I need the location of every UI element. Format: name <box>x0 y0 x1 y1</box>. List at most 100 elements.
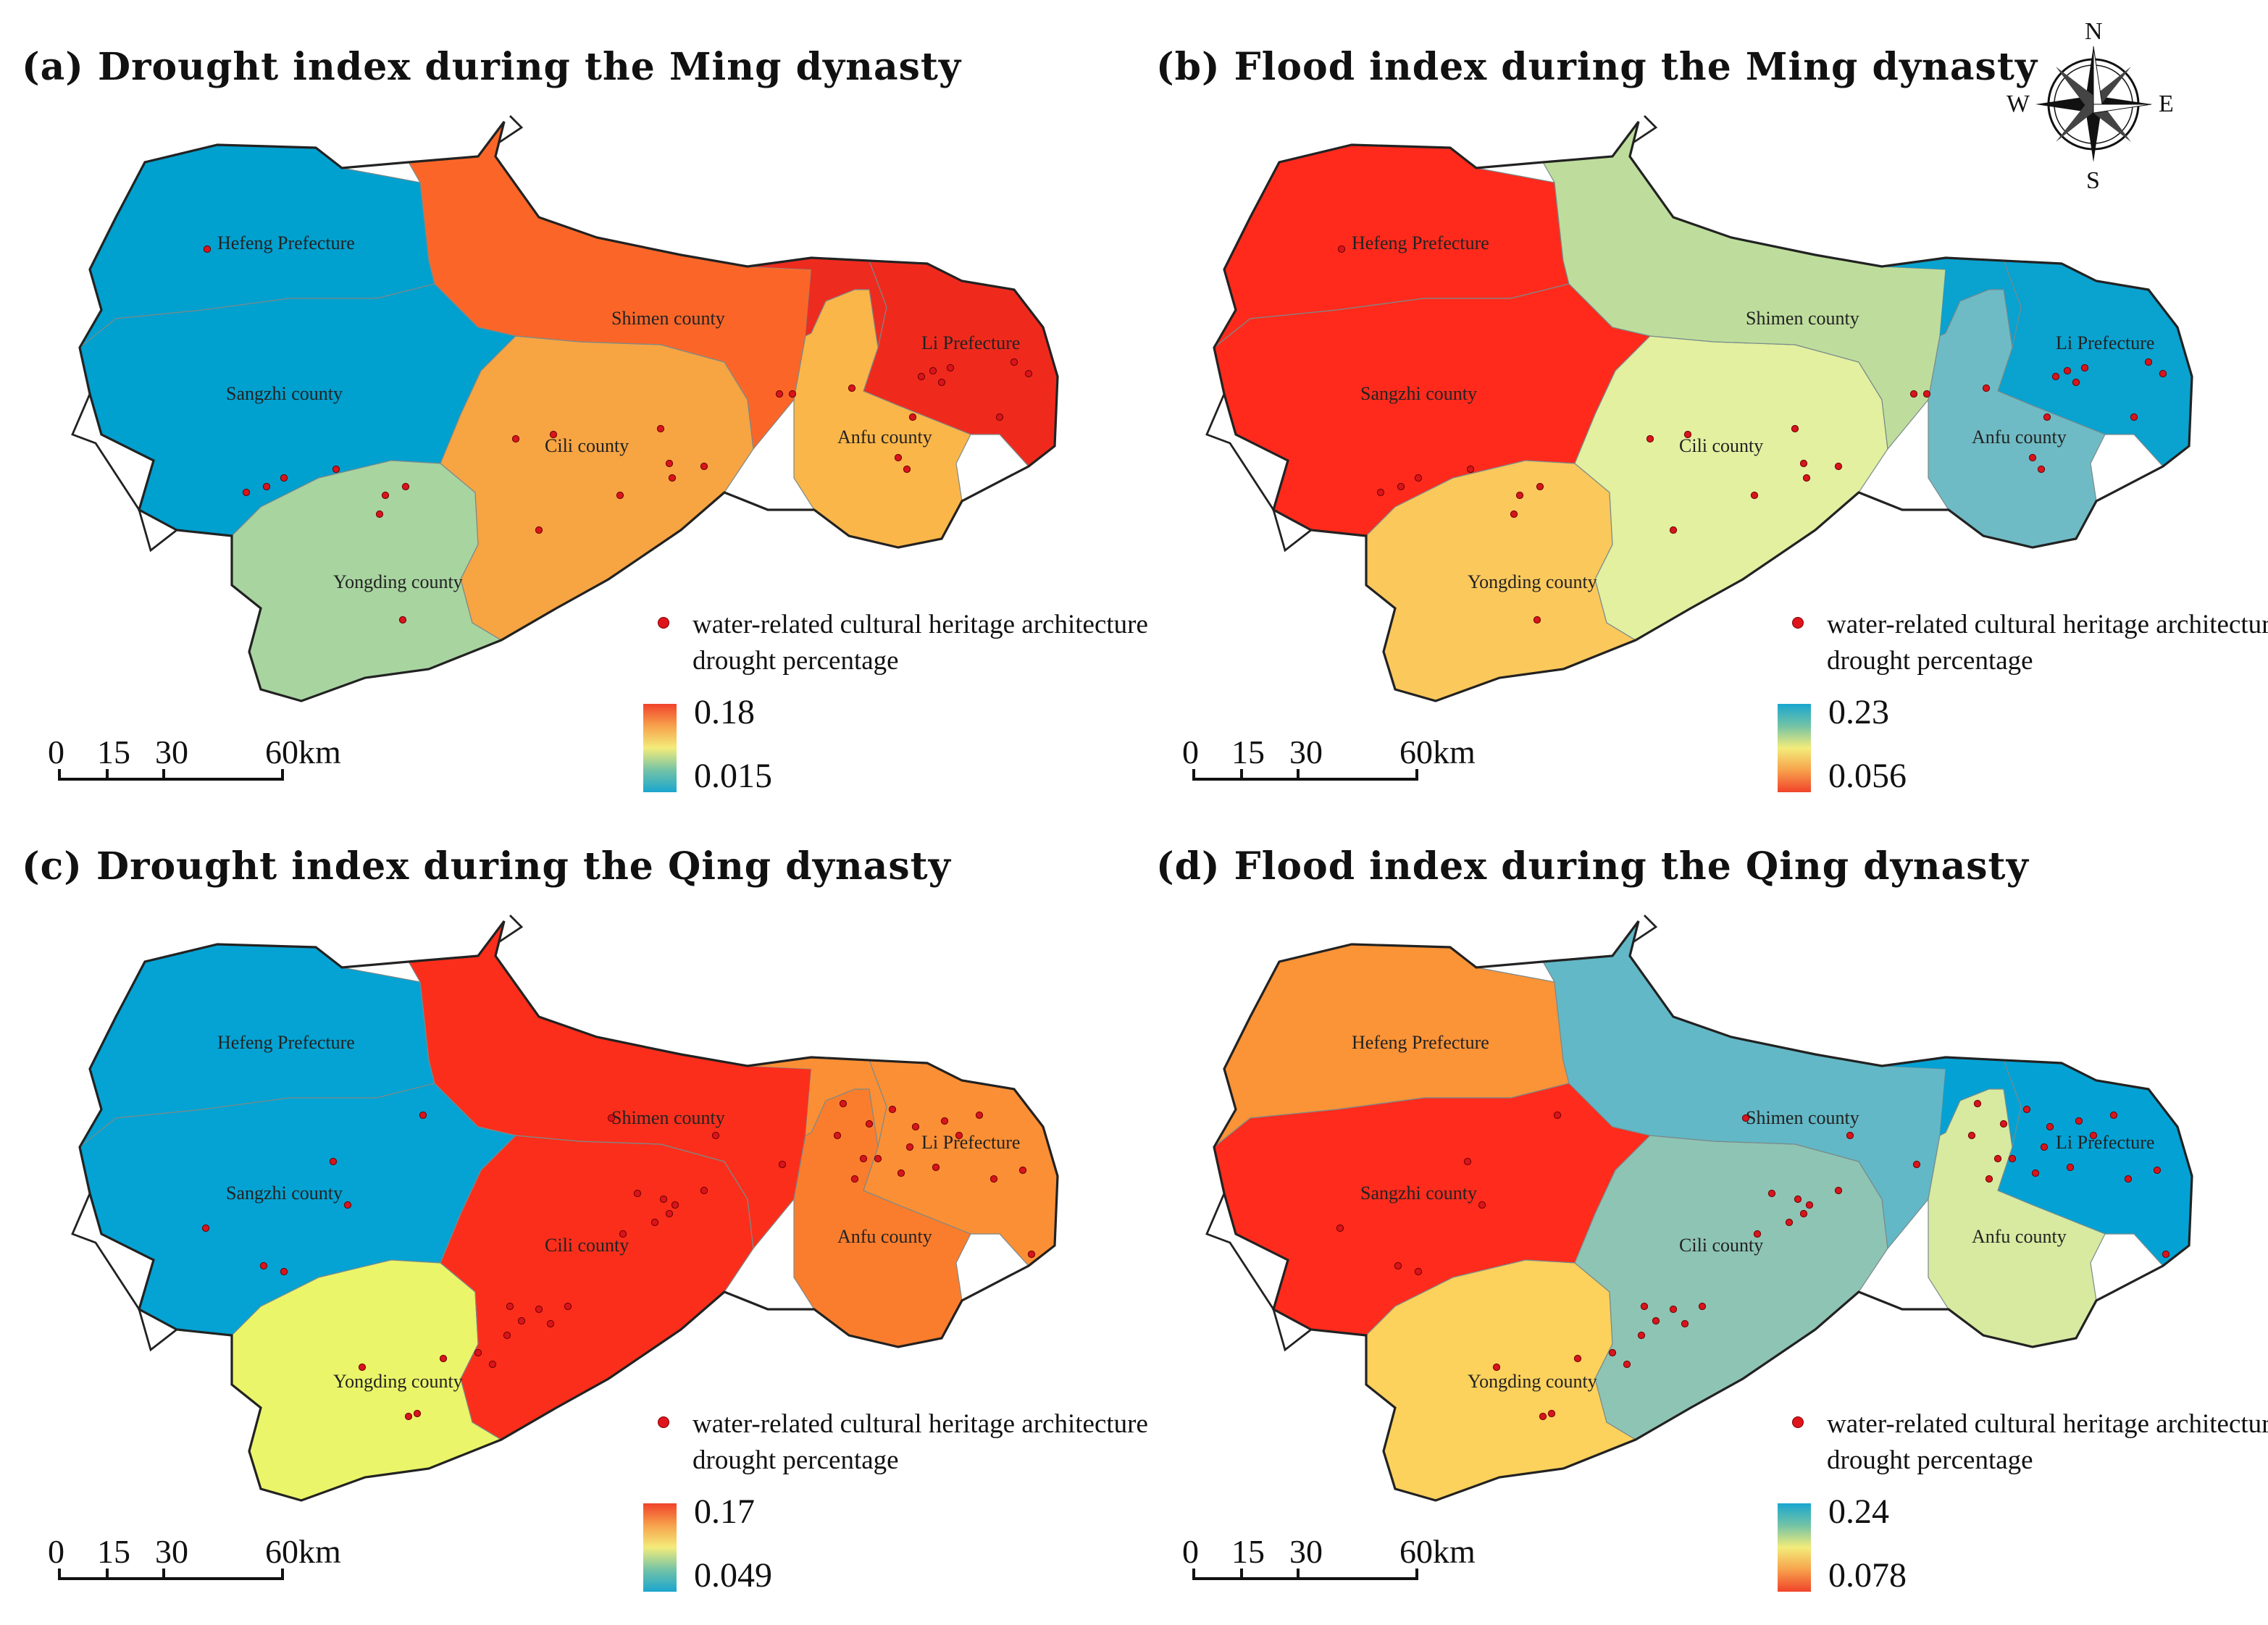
legend-min-value: 0.056 <box>1828 757 1907 795</box>
heritage-point <box>1510 510 1518 518</box>
legend-dot-icon <box>658 617 669 629</box>
legend-dot-icon <box>658 1416 669 1428</box>
heritage-point <box>506 1302 514 1311</box>
heritage-point <box>929 366 937 375</box>
region-label-cili: Cili county <box>545 1235 629 1256</box>
heritage-point <box>2037 465 2046 474</box>
heritage-point <box>1967 1131 1976 1140</box>
region-label-sangzhi: Sangzhi county <box>1360 1183 1477 1204</box>
compass-w: W <box>2007 91 2030 117</box>
heritage-point <box>905 1143 914 1151</box>
heritage-point <box>503 1331 511 1340</box>
legend-min-value: 0.078 <box>1828 1556 1907 1595</box>
region-label-anfu: Anfu county <box>1972 1226 2067 1247</box>
heritage-point <box>1027 1250 1036 1259</box>
heritage-point <box>1805 1201 1814 1209</box>
region-cili <box>1574 1135 1888 1440</box>
map-panel-b: (b) Flood index during the Ming dynasty H… <box>1134 0 2268 812</box>
heritage-point <box>940 1117 949 1125</box>
region-map: Hefeng Prefecture Sangzhi county Yongding … <box>1205 115 2193 702</box>
region-label-cili: Cili county <box>1679 1235 1763 1256</box>
heritage-point <box>1794 1195 1802 1204</box>
scale-tick <box>1240 1569 1243 1580</box>
heritage-point <box>937 378 946 387</box>
scale-label-t0: 0 <box>1182 734 1199 770</box>
map-outline <box>1858 1290 1949 1311</box>
heritage-point <box>2144 358 2153 366</box>
scale-tick <box>162 1569 165 1580</box>
legend-dot-icon <box>1792 617 1804 629</box>
heritage-point <box>848 384 856 392</box>
scale-label-t3: 60km <box>265 1533 341 1570</box>
heritage-point <box>616 491 624 500</box>
heritage-point <box>975 1111 984 1120</box>
heritage-point <box>1993 1154 2002 1163</box>
heritage-point <box>711 1131 720 1140</box>
map-boundary <box>78 121 1059 702</box>
heritage-point <box>280 1267 288 1276</box>
region-cili <box>440 335 754 641</box>
region-label-sangzhi: Sangzhi county <box>226 1183 343 1204</box>
region-label-shimen: Shimen county <box>1746 1107 1859 1128</box>
scale-tick <box>1192 769 1195 781</box>
heritage-point <box>2075 1117 2083 1125</box>
scale-tick <box>58 1569 61 1580</box>
scale-label-t1: 15 <box>97 1533 130 1570</box>
scale-tick <box>162 769 165 781</box>
heritage-point <box>1669 1305 1678 1314</box>
heritage-point <box>1909 390 1918 398</box>
heritage-point <box>2109 1111 2118 1120</box>
scale-tick <box>1415 769 1418 781</box>
heritage-point <box>932 1163 940 1172</box>
heritage-point <box>1478 1201 1486 1209</box>
region-label-li: Li Prefecture <box>921 332 1020 353</box>
heritage-point <box>280 474 288 482</box>
heritage-point <box>2089 1131 2098 1140</box>
panel-title: (a) Drought index during the Ming dynast… <box>22 45 962 89</box>
heritage-point <box>511 434 520 443</box>
heritage-point <box>1683 430 1692 439</box>
heritage-point <box>917 372 926 381</box>
scale-label-t3: 60km <box>265 734 341 770</box>
legend-max-value: 0.23 <box>1828 693 1889 731</box>
heritage-point <box>1553 1111 1562 1120</box>
region-label-yongding: Yongding county <box>333 571 463 592</box>
legend-max-value: 0.17 <box>694 1492 755 1531</box>
heritage-point <box>2153 1166 2162 1175</box>
heritage-point <box>242 488 251 497</box>
region-label-shimen: Shimen county <box>611 308 725 329</box>
heritage-point <box>671 1201 679 1209</box>
panel-title: (c) Drought index during the Qing dynast… <box>22 844 951 889</box>
heritage-point <box>1397 482 1405 491</box>
map-outline <box>1205 393 1312 553</box>
heritage-point <box>1573 1354 1582 1363</box>
region-label-li: Li Prefecture <box>2056 332 2154 353</box>
region-label-li: Li Prefecture <box>921 1132 1020 1153</box>
map-outline <box>1858 491 1949 511</box>
heritage-point <box>894 453 903 462</box>
region-label-cili: Cili county <box>1679 435 1763 456</box>
heritage-point <box>564 1302 572 1311</box>
heritage-point <box>1018 1166 1027 1175</box>
heritage-point <box>201 1224 210 1233</box>
heritage-point <box>2066 1163 2075 1172</box>
map-panel-a: (a) Drought index during the Ming dynast… <box>0 0 1148 812</box>
heritage-point <box>401 482 410 491</box>
scale-tick <box>1297 769 1300 781</box>
heritage-point <box>1024 369 1033 378</box>
heritage-point <box>897 1169 905 1177</box>
heritage-point <box>1515 491 1524 500</box>
legend-max-value: 0.24 <box>1828 1492 1889 1531</box>
map-outline <box>724 1290 814 1311</box>
heritage-point <box>1750 491 1759 500</box>
heritage-point <box>2008 1154 2017 1163</box>
color-ramp-legend <box>643 704 677 792</box>
scale-label-t0: 0 <box>1182 1533 1199 1570</box>
map-panel-c: (c) Drought index during the Qing dynast… <box>0 799 1148 1612</box>
scale-tick <box>281 1569 284 1580</box>
heritage-point <box>659 1195 668 1204</box>
region-label-hefeng: Hefeng Prefecture <box>1352 232 1489 253</box>
color-ramp-legend <box>1778 704 1811 792</box>
region-anfu <box>793 1088 971 1348</box>
scale-tick <box>1297 1569 1300 1580</box>
